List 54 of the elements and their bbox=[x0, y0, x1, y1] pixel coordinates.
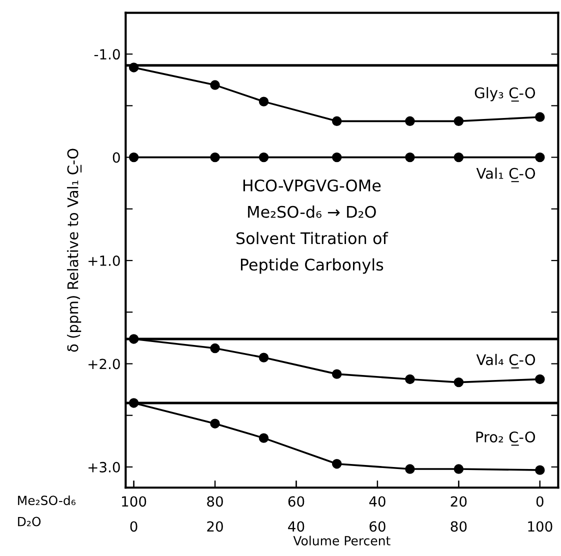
x2-tick-label: 100 bbox=[122, 496, 146, 507]
point bbox=[535, 112, 545, 122]
point bbox=[454, 152, 464, 162]
point bbox=[454, 116, 464, 126]
x-tick-label: 40 bbox=[288, 521, 304, 532]
point bbox=[535, 465, 545, 475]
point bbox=[210, 343, 220, 354]
x-tick-label: 60 bbox=[370, 521, 386, 532]
point bbox=[210, 80, 220, 90]
x-tick-label: 0 bbox=[130, 521, 138, 532]
point bbox=[332, 459, 342, 469]
point bbox=[405, 464, 415, 474]
point bbox=[405, 152, 415, 162]
x-tick-label: 20 bbox=[207, 521, 223, 532]
x2-tick-label: 40 bbox=[369, 496, 386, 507]
y-tick-label: +2.0 bbox=[88, 358, 120, 370]
point bbox=[405, 374, 415, 384]
x2-tick-label: 60 bbox=[288, 496, 304, 507]
x-tick-label: 80 bbox=[450, 521, 467, 532]
legend-label: Val₄ C̲-O bbox=[476, 354, 536, 368]
point bbox=[405, 116, 415, 126]
series-label: Val₁ C̲-O bbox=[476, 168, 536, 182]
point bbox=[332, 116, 342, 126]
point bbox=[535, 374, 545, 384]
text: D₂O bbox=[18, 516, 41, 526]
x-axis-title: Volume Percent bbox=[293, 536, 390, 546]
point bbox=[332, 152, 342, 162]
x2-tick-label: 80 bbox=[207, 496, 223, 507]
x2-tick-label: 0 bbox=[536, 496, 544, 507]
y-tick-label: 0 bbox=[112, 152, 120, 163]
point bbox=[258, 433, 269, 443]
y-tick-label: +1.0 bbox=[88, 255, 120, 266]
point bbox=[258, 352, 269, 362]
series-label: Pro₂ C̲-O bbox=[476, 431, 536, 446]
series-label: Gly₃ C̲-O bbox=[474, 87, 536, 102]
y-tick-label: +3.0 bbox=[88, 462, 120, 472]
point bbox=[128, 152, 139, 162]
point bbox=[454, 464, 464, 474]
text: Me₂SO-d₆ bbox=[18, 495, 76, 506]
x2-tick-label: 20 bbox=[450, 496, 467, 507]
point bbox=[332, 369, 342, 379]
y-tick-label: -1.0 bbox=[94, 49, 120, 60]
point bbox=[128, 334, 139, 344]
point bbox=[258, 152, 269, 162]
point bbox=[210, 152, 220, 162]
point bbox=[454, 377, 464, 388]
point bbox=[128, 62, 139, 72]
point bbox=[535, 152, 545, 162]
y-axis-title: δ (ppm) Relative to Val₁ C̲-O bbox=[67, 148, 82, 352]
x-tick-label: 100 bbox=[528, 521, 552, 532]
point bbox=[128, 398, 139, 408]
annotation: HCO-VPGVG-OMe Me₂SO-d₆ → D₂O Solvent Titration of Peptide Carbonyls bbox=[236, 179, 388, 274]
point bbox=[210, 418, 220, 428]
point bbox=[258, 96, 269, 106]
